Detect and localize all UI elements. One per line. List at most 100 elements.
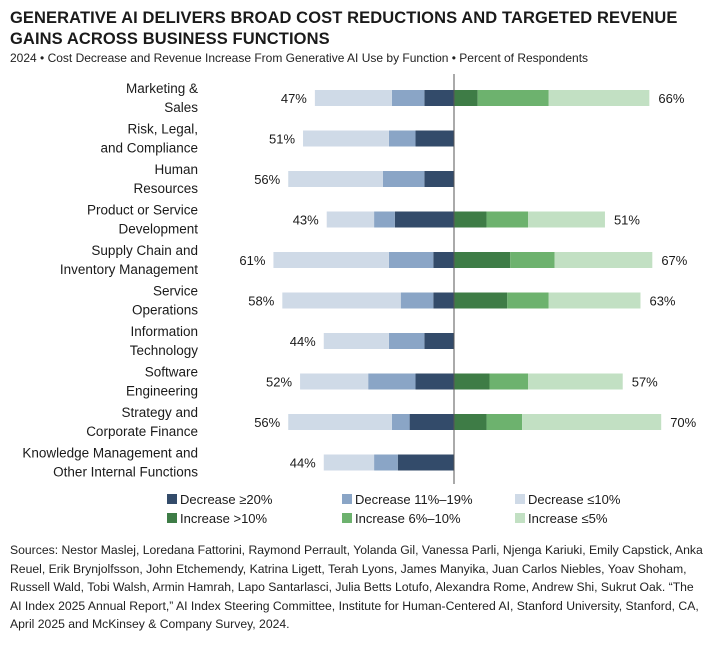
- bar-segment: [374, 454, 398, 471]
- cost-total-label: 44%: [290, 334, 316, 349]
- cost-total-label: 61%: [239, 253, 265, 268]
- bar-segment: [528, 211, 605, 228]
- bar-segment: [303, 130, 389, 147]
- bar-segment: [433, 292, 454, 309]
- category-label: Knowledge Management and Other Internal F…: [22, 446, 198, 480]
- bar-segment: [522, 414, 662, 430]
- category-label-line: Development: [118, 222, 198, 237]
- bar-segment: [454, 252, 511, 268]
- legend-label: Decrease 11%–19%: [355, 492, 473, 507]
- bar-segment: [394, 211, 454, 228]
- bar-segment: [388, 333, 425, 349]
- bar-segment: [388, 130, 416, 147]
- bar-segment: [391, 414, 410, 430]
- legend-swatch: [515, 494, 525, 504]
- bar-segment: [300, 373, 369, 390]
- bar-segment: [368, 373, 416, 390]
- bar-segment: [314, 90, 392, 106]
- bar-segment: [382, 171, 425, 187]
- bar-segment: [548, 90, 650, 106]
- cost-total-label: 56%: [254, 172, 280, 187]
- bar-segment: [288, 171, 383, 187]
- legend-label: Decrease ≤10%: [528, 492, 621, 507]
- bar-segment: [548, 292, 641, 309]
- legend-swatch: [342, 494, 352, 504]
- revenue-total-label: 63%: [649, 294, 675, 309]
- category-label-line: Product or Service: [87, 203, 198, 218]
- bar-segment: [409, 414, 454, 430]
- category-label-line: Supply Chain and: [91, 243, 198, 258]
- legend-swatch: [167, 513, 177, 523]
- bar-segment: [391, 90, 425, 106]
- category-label: Marketing & Sales: [126, 81, 198, 115]
- bar-segment: [454, 373, 490, 390]
- bar-segment: [323, 333, 389, 349]
- category-label-line: Knowledge Management and: [22, 446, 198, 461]
- bar-segment: [454, 292, 508, 309]
- cost-total-label: 51%: [269, 132, 295, 147]
- bar-segment: [433, 252, 454, 268]
- category-label-line: Software: [145, 365, 198, 380]
- cost-total-label: 44%: [290, 456, 316, 471]
- bar-segment: [326, 211, 375, 228]
- cost-total-label: 52%: [266, 375, 292, 390]
- revenue-total-label: 57%: [632, 375, 658, 390]
- bar-segment: [454, 90, 478, 106]
- diverging-bar-chart: Marketing & Sales 47% 66% Risk, Legal, and Co…: [22, 74, 697, 526]
- category-label: Strategy and Corporate Finance: [86, 405, 198, 439]
- cost-total-label: 56%: [254, 415, 280, 430]
- bar-segment: [273, 252, 389, 268]
- bar-segment: [288, 414, 392, 430]
- bar-segment: [282, 292, 401, 309]
- category-label-line: Inventory Management: [60, 262, 198, 277]
- bar-segment: [400, 292, 434, 309]
- category-label-line: Service: [153, 284, 198, 299]
- legend-label: Increase 6%–10%: [355, 511, 461, 526]
- revenue-total-label: 51%: [614, 213, 640, 228]
- bar-segment: [486, 211, 528, 228]
- cost-total-label: 47%: [281, 91, 307, 106]
- bar-segment: [486, 414, 523, 430]
- bar-segment: [424, 171, 454, 187]
- category-label-line: Corporate Finance: [86, 424, 198, 439]
- category-label: Product or Service Development: [87, 203, 198, 237]
- bar-segment: [388, 252, 434, 268]
- legend-label: Increase ≤5%: [528, 511, 608, 526]
- category-label-line: Sales: [164, 100, 198, 115]
- sources-note: Sources: Nestor Maslej, Loredana Fattori…: [10, 543, 703, 632]
- bar-segment: [415, 130, 454, 147]
- category-label-line: and Compliance: [100, 141, 198, 156]
- category-label-line: Information: [130, 324, 198, 339]
- category-label-line: Human: [154, 162, 198, 177]
- bar-segment: [415, 373, 454, 390]
- legend-swatch: [515, 513, 525, 523]
- bar-segment: [374, 211, 395, 228]
- bar-segment: [528, 373, 623, 390]
- bar-segment: [489, 373, 528, 390]
- category-label-line: Resources: [133, 181, 198, 196]
- bar-segment: [424, 90, 454, 106]
- category-label-line: Technology: [130, 343, 199, 358]
- cost-total-label: 43%: [293, 213, 319, 228]
- category-label-line: Marketing &: [126, 81, 198, 96]
- cost-total-label: 58%: [248, 294, 274, 309]
- category-label: Risk, Legal, and Compliance: [100, 122, 198, 156]
- legend-label: Decrease ≥20%: [180, 492, 273, 507]
- category-label-line: Risk, Legal,: [127, 122, 198, 137]
- category-label: Software Engineering: [126, 365, 198, 399]
- revenue-total-label: 67%: [661, 253, 687, 268]
- category-label-line: Engineering: [126, 384, 198, 399]
- bar-segment: [507, 292, 549, 309]
- chart-subtitle: 2024 • Cost Decrease and Revenue Increas…: [10, 51, 589, 65]
- bar-segment: [454, 211, 487, 228]
- revenue-total-label: 70%: [670, 415, 696, 430]
- legend-label: Increase >10%: [180, 511, 268, 526]
- bar-segment: [424, 333, 454, 349]
- category-label-line: Other Internal Functions: [53, 465, 198, 480]
- category-label: Information Technology: [130, 324, 199, 358]
- category-label-line: Operations: [132, 303, 198, 318]
- chart-title: GENERATIVE AI DELIVERS BROAD COST REDUCT…: [10, 9, 678, 48]
- bar-segment: [323, 454, 375, 471]
- bar-segment: [554, 252, 653, 268]
- bar-segment: [510, 252, 555, 268]
